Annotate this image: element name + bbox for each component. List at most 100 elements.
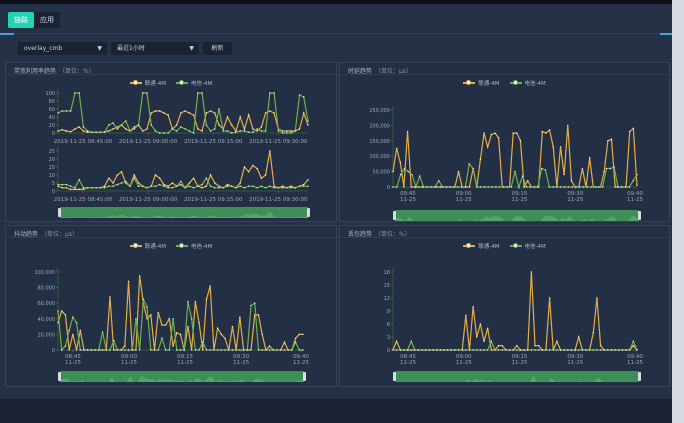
data-point (154, 110, 157, 112)
legend-item-unicom[interactable]: 联通-4M (129, 242, 166, 250)
data-point (79, 329, 81, 332)
data-point (95, 131, 97, 133)
data-point (216, 349, 219, 351)
data-point (269, 185, 271, 187)
data-point (439, 349, 442, 351)
slider-handle-right[interactable] (638, 372, 641, 381)
data-point (303, 183, 305, 186)
legend-item-unicom[interactable]: 联通-4M (129, 79, 166, 87)
data-point (501, 349, 503, 351)
data-point (287, 349, 289, 351)
data-point (138, 275, 141, 277)
data-point (74, 187, 76, 189)
slider-handle-left[interactable] (393, 211, 396, 220)
data-point (286, 130, 288, 132)
data-point (138, 349, 141, 351)
data-point (231, 132, 233, 134)
slider-handle-right[interactable] (307, 208, 310, 217)
legend-line-icon (509, 79, 522, 85)
x-tick-label: 09:15 (512, 354, 528, 360)
data-point (214, 182, 216, 184)
x-tick-label: 11-25 (121, 360, 137, 366)
zoom-slider[interactable] (395, 371, 639, 382)
data-point (281, 187, 284, 189)
tab-link[interactable]: 链路 (8, 12, 34, 28)
data-point (460, 186, 463, 188)
device-select[interactable]: overlay_cmb ▼ (18, 42, 107, 55)
data-point (209, 349, 211, 351)
y-tick-label: 60,000 (38, 301, 56, 307)
data-point (247, 171, 250, 173)
legend-item-unicom[interactable]: 联通-4M (463, 79, 500, 87)
slider-handle-right[interactable] (303, 372, 306, 381)
data-point (269, 92, 271, 94)
data-point (596, 349, 598, 351)
data-point (636, 184, 638, 187)
data-point (441, 186, 444, 188)
data-point (184, 128, 186, 130)
data-point (277, 130, 280, 132)
data-point (163, 185, 165, 187)
x-tick-label: 2019-11-25 09:00:00 (119, 139, 178, 145)
data-point (190, 349, 193, 351)
slider-handle-left[interactable] (58, 208, 61, 217)
data-point (116, 128, 119, 130)
data-point (490, 133, 493, 136)
data-point (65, 187, 68, 189)
data-point (609, 167, 612, 170)
data-point (298, 333, 300, 336)
legend-item-telecom[interactable]: 电信-4M (176, 79, 212, 87)
panel-title: 带宽利用率趋势 （单位：%） (14, 66, 95, 75)
data-point (286, 132, 288, 134)
legend-item-telecom[interactable]: 电信-4M (176, 242, 212, 250)
data-point (116, 349, 119, 351)
data-point (247, 131, 250, 133)
data-point (256, 128, 258, 130)
data-point (239, 130, 241, 132)
data-point (578, 349, 580, 351)
tab-application[interactable]: 应用 (34, 12, 60, 28)
data-point (125, 120, 127, 122)
data-point (307, 124, 309, 126)
data-point (621, 186, 623, 188)
refresh-button[interactable]: 刷新 (203, 42, 232, 55)
data-point (180, 112, 182, 114)
panel-unit: （单位：%） (59, 68, 95, 75)
zoom-slider[interactable] (395, 210, 639, 221)
data-point (629, 130, 631, 133)
data-point (154, 174, 157, 176)
data-point (218, 108, 220, 110)
y-tick-label: 0 (52, 131, 55, 137)
bandwidth-panel: 带宽利用率趋势 （单位：%） 联通-4M 电信-4M (5, 62, 337, 222)
data-point (78, 126, 80, 128)
data-point (582, 186, 585, 188)
data-point (109, 296, 111, 298)
slider-handle-left[interactable] (58, 372, 61, 381)
chart-legend: 联通-4M 电信-4M (6, 79, 336, 87)
data-point (290, 132, 292, 134)
chart-jitter: 020,00040,00060,00080,000100,00008:4511-… (34, 268, 309, 382)
legend-item-telecom[interactable]: 电信-4M (509, 79, 546, 87)
data-point (579, 186, 581, 188)
legend-item-unicom[interactable]: 联通-4M (463, 242, 500, 250)
zoom-slider[interactable] (60, 371, 304, 382)
data-point (422, 186, 425, 188)
y-tick-label: 6 (387, 322, 390, 328)
slider-preview-area (60, 375, 304, 382)
data-point (525, 186, 528, 188)
data-point (516, 344, 518, 347)
panel-header-divider (6, 74, 336, 75)
slider-handle-left[interactable] (393, 372, 396, 381)
slider-handle-right[interactable] (638, 211, 641, 220)
data-point (246, 349, 249, 351)
x-tick-label: 11-25 (567, 360, 583, 366)
x-tick-label: 09:00 (456, 354, 472, 360)
data-point (79, 349, 81, 351)
data-point (180, 126, 182, 128)
x-tick-label: 11-25 (400, 197, 416, 203)
data-point (120, 182, 123, 184)
data-point (101, 349, 104, 351)
time-range-select[interactable]: 最近1小时 ▼ (111, 42, 199, 55)
data-point (523, 349, 525, 351)
legend-item-telecom[interactable]: 电信-4M (509, 242, 546, 250)
